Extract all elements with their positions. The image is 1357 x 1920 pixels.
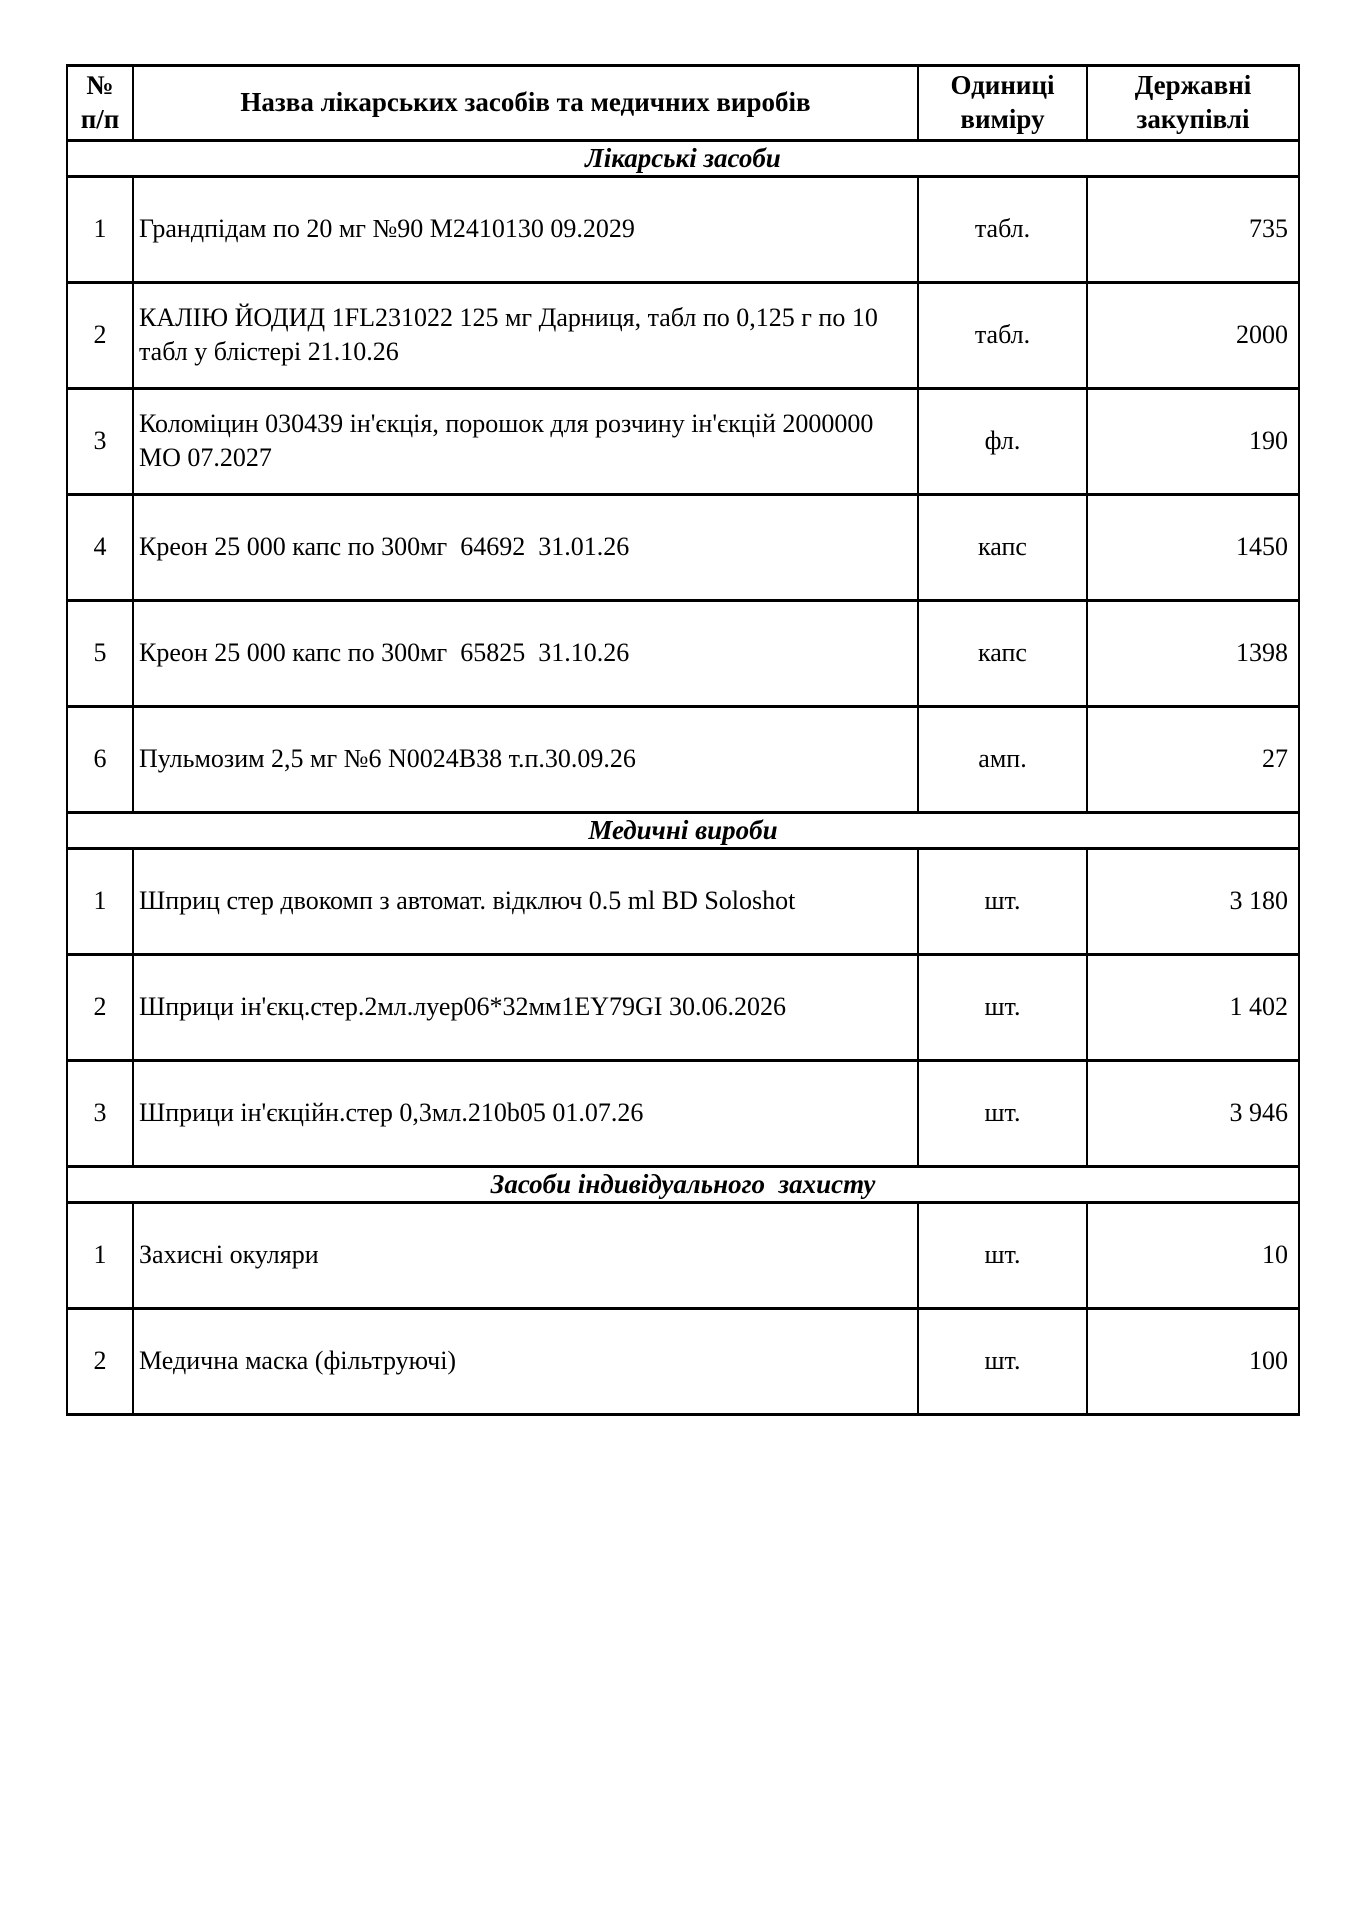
item-unit: табл.: [917, 174, 1088, 284]
row-number: 5: [66, 598, 134, 708]
row-number: 2: [66, 1306, 134, 1416]
table-row: 3 Шприци ін'єкційн.стер 0,3мл.210b05 01.0…: [66, 1058, 1300, 1168]
item-name: Медична маска (фільтруючі): [132, 1306, 919, 1416]
header-number: № п/п: [66, 64, 134, 142]
item-quantity: 3 946: [1086, 1058, 1300, 1168]
header-purchase: Державні закупівлі: [1086, 64, 1300, 142]
row-number: 1: [66, 846, 134, 956]
table-row: 2 Медична маска (фільтруючі) шт. 100: [66, 1306, 1300, 1416]
item-name: Шприци ін'єкц.стер.2мл.луер06*32мм1EY79G…: [132, 952, 919, 1062]
item-name: Пульмозим 2,5 мг №6 N0024B38 т.п.30.09.2…: [132, 704, 919, 814]
item-quantity: 190: [1086, 386, 1300, 496]
row-number: 3: [66, 386, 134, 496]
table-row: 5 Креон 25 000 капс по 300мг 65825 31.10.…: [66, 598, 1300, 708]
procurement-table: № п/п Назва лікарських засобів та медичн…: [66, 64, 1300, 1416]
item-unit: шт.: [917, 1306, 1088, 1416]
item-quantity: 27: [1086, 704, 1300, 814]
row-number: 1: [66, 174, 134, 284]
item-name: Креон 25 000 капс по 300мг 64692 31.01.2…: [132, 492, 919, 602]
item-unit: табл.: [917, 280, 1088, 390]
item-quantity: 735: [1086, 174, 1300, 284]
item-name: Креон 25 000 капс по 300мг 65825 31.10.2…: [132, 598, 919, 708]
table-row: 2 КАЛІЮ ЙОДИД 1FL231022 125 мг Дарниця, т…: [66, 280, 1300, 390]
section-row: Медичні вироби: [66, 810, 1300, 850]
item-name: КАЛІЮ ЙОДИД 1FL231022 125 мг Дарниця, та…: [132, 280, 919, 390]
item-quantity: 1398: [1086, 598, 1300, 708]
row-number: 1: [66, 1200, 134, 1310]
table-row: 3 Коломіцин 030439 ін'єкція, порошок для …: [66, 386, 1300, 496]
item-quantity: 10: [1086, 1200, 1300, 1310]
row-number: 2: [66, 952, 134, 1062]
table-row: 1 Грандпідам по 20 мг №90 М2410130 09.202…: [66, 174, 1300, 284]
section-title: Засоби індивідуального захисту: [66, 1164, 1300, 1204]
section-title: Лікарські засоби: [66, 138, 1300, 178]
item-name: Коломіцин 030439 ін'єкція, порошок для р…: [132, 386, 919, 496]
table-header-row: № п/п Назва лікарських засобів та медичн…: [66, 64, 1300, 142]
table-row: 4 Креон 25 000 капс по 300мг 64692 31.01.…: [66, 492, 1300, 602]
header-unit: Одиниці виміру: [917, 64, 1088, 142]
table-row: 6 Пульмозим 2,5 мг №6 N0024B38 т.п.30.09.…: [66, 704, 1300, 814]
item-unit: шт.: [917, 846, 1088, 956]
item-name: Шприц стер двокомп з автомат. відключ 0.…: [132, 846, 919, 956]
item-quantity: 1450: [1086, 492, 1300, 602]
item-quantity: 3 180: [1086, 846, 1300, 956]
section-title: Медичні вироби: [66, 810, 1300, 850]
item-name: Грандпідам по 20 мг №90 М2410130 09.2029: [132, 174, 919, 284]
table-row: 2 Шприци ін'єкц.стер.2мл.луер06*32мм1EY79…: [66, 952, 1300, 1062]
item-quantity: 2000: [1086, 280, 1300, 390]
table-row: 1 Шприц стер двокомп з автомат. відключ 0…: [66, 846, 1300, 956]
row-number: 6: [66, 704, 134, 814]
section-row: Лікарські засоби: [66, 138, 1300, 178]
item-name: Шприци ін'єкційн.стер 0,3мл.210b05 01.07…: [132, 1058, 919, 1168]
item-unit: капс: [917, 492, 1088, 602]
item-unit: шт.: [917, 1200, 1088, 1310]
section-row: Засоби індивідуального захисту: [66, 1164, 1300, 1204]
row-number: 4: [66, 492, 134, 602]
item-unit: шт.: [917, 952, 1088, 1062]
row-number: 2: [66, 280, 134, 390]
item-unit: капс: [917, 598, 1088, 708]
table-row: 1 Захисні окуляри шт. 10: [66, 1200, 1300, 1310]
item-unit: амп.: [917, 704, 1088, 814]
item-quantity: 100: [1086, 1306, 1300, 1416]
table-body: Лікарські засоби 1 Грандпідам по 20 мг №90…: [66, 138, 1300, 1416]
row-number: 3: [66, 1058, 134, 1168]
item-unit: фл.: [917, 386, 1088, 496]
item-unit: шт.: [917, 1058, 1088, 1168]
header-name: Назва лікарських засобів та медичних вир…: [132, 64, 919, 142]
item-quantity: 1 402: [1086, 952, 1300, 1062]
item-name: Захисні окуляри: [132, 1200, 919, 1310]
